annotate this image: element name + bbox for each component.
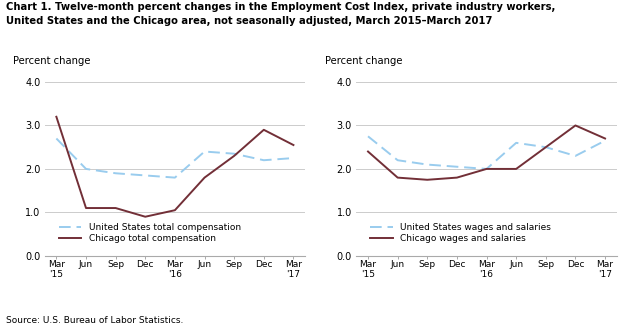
Text: Percent change: Percent change (13, 56, 91, 66)
Chicago total compensation (230, 154, 238, 158)
Chicago total compensation (82, 206, 90, 210)
Chicago total compensation (201, 176, 209, 180)
United States total compensation (230, 152, 238, 156)
United States wages and salaries (483, 167, 490, 171)
United States wages and salaries (453, 165, 460, 169)
United States wages and salaries (513, 141, 520, 145)
United States wages and salaries (542, 145, 550, 149)
Chicago wages and salaries (424, 178, 431, 182)
Chicago total compensation (171, 208, 179, 212)
United States total compensation (260, 158, 268, 162)
Chicago wages and salaries (453, 176, 460, 180)
United States wages and salaries (572, 154, 579, 158)
Chicago total compensation (260, 128, 268, 132)
United States wages and salaries (394, 158, 401, 162)
Legend: United States total compensation, Chicago total compensation: United States total compensation, Chicag… (54, 218, 245, 248)
United States total compensation (82, 167, 90, 171)
United States total compensation (53, 136, 60, 140)
Chicago wages and salaries (572, 123, 579, 127)
Line: United States total compensation: United States total compensation (57, 138, 293, 178)
Line: Chicago wages and salaries: Chicago wages and salaries (368, 125, 605, 180)
United States wages and salaries (601, 139, 609, 143)
United States total compensation (112, 171, 120, 175)
Chicago wages and salaries (542, 145, 550, 149)
Chicago total compensation (141, 215, 149, 219)
Chicago total compensation (53, 115, 60, 119)
Chicago wages and salaries (601, 136, 609, 140)
Line: United States wages and salaries: United States wages and salaries (368, 136, 605, 169)
Text: Percent change: Percent change (325, 56, 403, 66)
Text: Chart 1. Twelve-month percent changes in the Employment Cost Index, private indu: Chart 1. Twelve-month percent changes in… (6, 2, 556, 11)
Legend: United States wages and salaries, Chicago wages and salaries: United States wages and salaries, Chicag… (366, 218, 556, 248)
Chicago wages and salaries (394, 176, 401, 180)
Chicago total compensation (289, 143, 297, 147)
Text: United States and the Chicago area, not seasonally adjusted, March 2015–March 20: United States and the Chicago area, not … (6, 16, 493, 26)
Text: Source: U.S. Bureau of Labor Statistics.: Source: U.S. Bureau of Labor Statistics. (6, 316, 184, 325)
United States wages and salaries (424, 163, 431, 167)
Chicago wages and salaries (364, 150, 372, 154)
United States total compensation (171, 176, 179, 180)
United States total compensation (141, 174, 149, 177)
Chicago wages and salaries (483, 167, 490, 171)
Chicago total compensation (112, 206, 120, 210)
United States total compensation (289, 156, 297, 160)
Line: Chicago total compensation: Chicago total compensation (57, 117, 293, 217)
United States wages and salaries (364, 134, 372, 138)
Chicago wages and salaries (513, 167, 520, 171)
United States total compensation (201, 150, 209, 154)
